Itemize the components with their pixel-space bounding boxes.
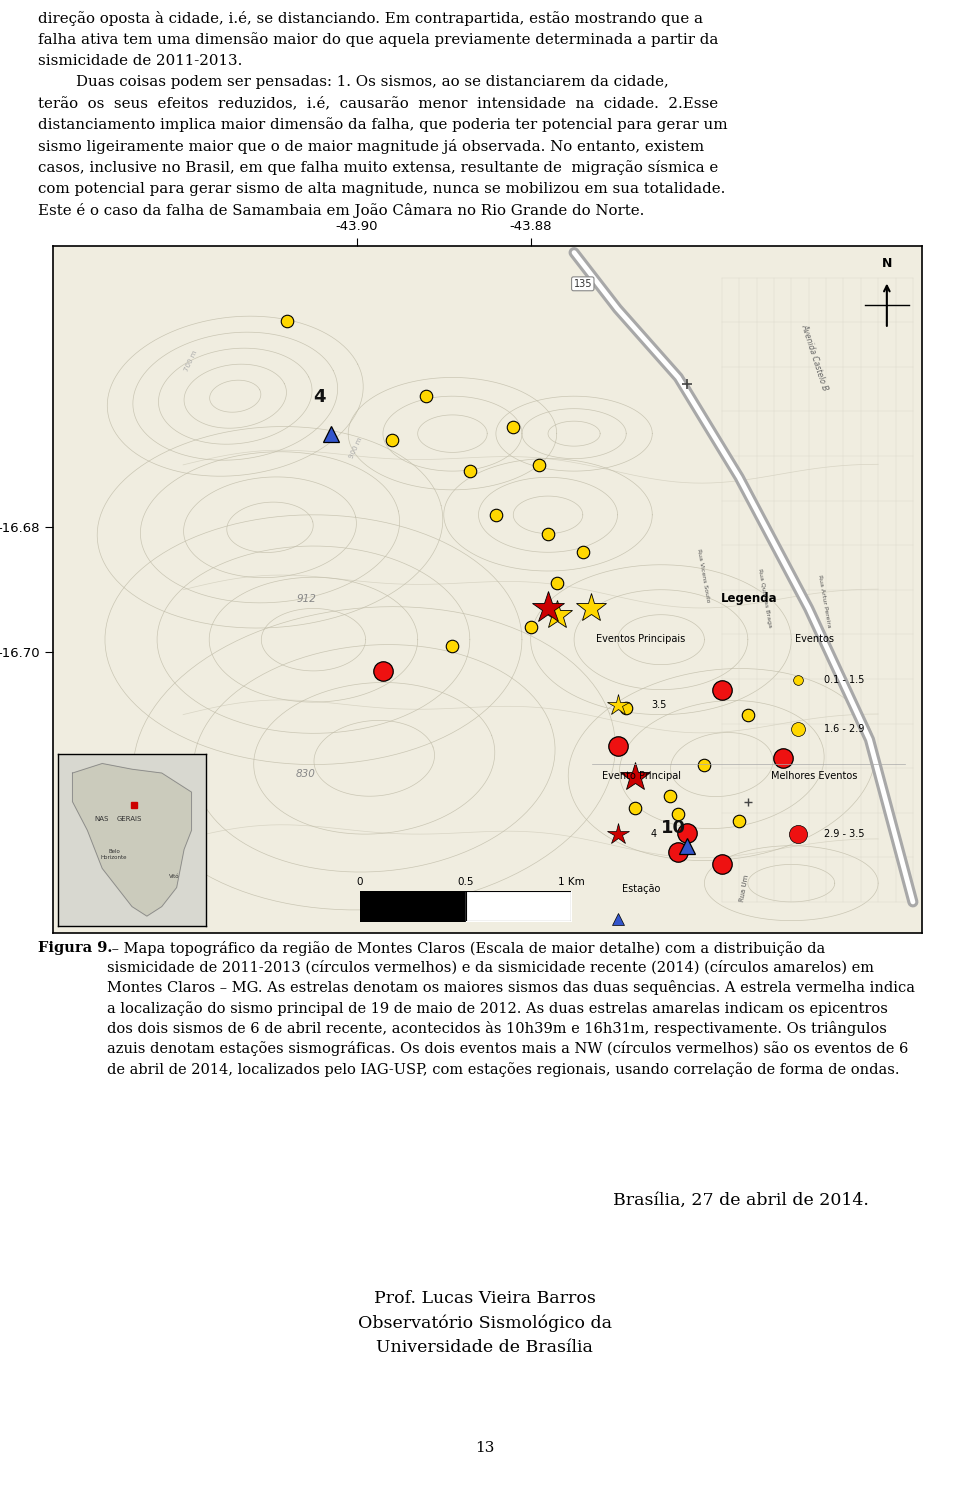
Text: Evento Principal: Evento Principal [602,772,681,781]
Text: Brasília, 27 de abril de 2014.: Brasília, 27 de abril de 2014. [612,1191,869,1208]
Text: distanciamento implica maior dimensão da falha, que poderia ter potencial para g: distanciamento implica maior dimensão da… [38,118,728,133]
Text: Avenida Castelo B: Avenida Castelo B [800,322,830,393]
Text: 3.5: 3.5 [651,700,666,709]
Text: Duas coisas podem ser pensadas: 1. Os sismos, ao se distanciarem da cidade,: Duas coisas podem ser pensadas: 1. Os si… [38,75,669,90]
Text: – Mapa topográfico da região de Montes Claros (Escala de maior detalhe) com a di: – Mapa topográfico da região de Montes C… [108,941,915,1076]
Text: Este é o caso da falha de Samambaia em João Câmara no Rio Grande do Norte.: Este é o caso da falha de Samambaia em J… [38,203,645,218]
Text: sismo ligeiramente maior que o de maior magnitude já observada. No entanto, exis: sismo ligeiramente maior que o de maior … [38,139,705,154]
Text: 700 m: 700 m [183,349,198,372]
Text: Figura 9.: Figura 9. [38,941,112,954]
Text: Legenda: Legenda [721,593,777,605]
Text: 0: 0 [357,876,363,887]
Text: Eventos: Eventos [795,635,833,645]
Text: 0.5: 0.5 [457,876,474,887]
Text: 4: 4 [314,388,326,406]
Text: 0.1 - 1.5: 0.1 - 1.5 [824,675,864,685]
Text: direção oposta à cidade, i.é, se distanciando. Em contrapartida, estão mostrando: direção oposta à cidade, i.é, se distanc… [38,10,704,25]
Polygon shape [73,763,192,917]
Text: 830: 830 [296,769,316,779]
Text: Belo
Horizonte: Belo Horizonte [101,850,128,860]
Text: Prof. Lucas Vieira Barros
Observatório Sismológico da
Universidade de Brasília: Prof. Lucas Vieira Barros Observatório S… [358,1290,612,1357]
Text: falha ativa tem uma dimensão maior do que aquela previamente determinada a parti: falha ativa tem uma dimensão maior do qu… [38,31,719,46]
Text: 10: 10 [661,820,686,838]
Text: Vitó: Vitó [169,873,180,879]
Text: Melhores Eventos: Melhores Eventos [771,772,857,781]
Text: 4: 4 [651,830,657,839]
Text: Rua Vicens Souto: Rua Vicens Souto [696,549,710,603]
Text: 1.6 - 2.9: 1.6 - 2.9 [824,724,864,735]
Text: Rua Quincas Braga: Rua Quincas Braga [756,569,772,629]
Text: casos, inclusive no Brasil, em que falha muito extensa, resultante de  migração : casos, inclusive no Brasil, em que falha… [38,160,719,175]
Text: 912: 912 [296,594,316,605]
Text: Rua Artur Pereira: Rua Artur Pereira [817,575,831,629]
Text: NAS: NAS [95,815,109,821]
Text: 900 m: 900 m [348,436,363,460]
Text: 2.9 - 3.5: 2.9 - 3.5 [824,830,864,839]
Text: Eventos Principais: Eventos Principais [596,635,685,645]
Text: 135: 135 [573,279,592,288]
Text: 1 Km: 1 Km [558,876,585,887]
Text: GERAIS: GERAIS [117,815,142,821]
Text: 13: 13 [475,1441,494,1456]
Text: N: N [881,257,892,270]
Text: sismicidade de 2011-2013.: sismicidade de 2011-2013. [38,54,243,67]
Text: com potencial para gerar sismo de alta magnitude, nunca se mobilizou em sua tota: com potencial para gerar sismo de alta m… [38,182,726,196]
Text: terão  os  seus  efeitos  reduzidos,  i.é,  causarão  menor  intensidade  na  ci: terão os seus efeitos reduzidos, i.é, ca… [38,97,718,110]
Text: Rua Um: Rua Um [739,873,750,902]
Text: Estação: Estação [622,884,660,893]
